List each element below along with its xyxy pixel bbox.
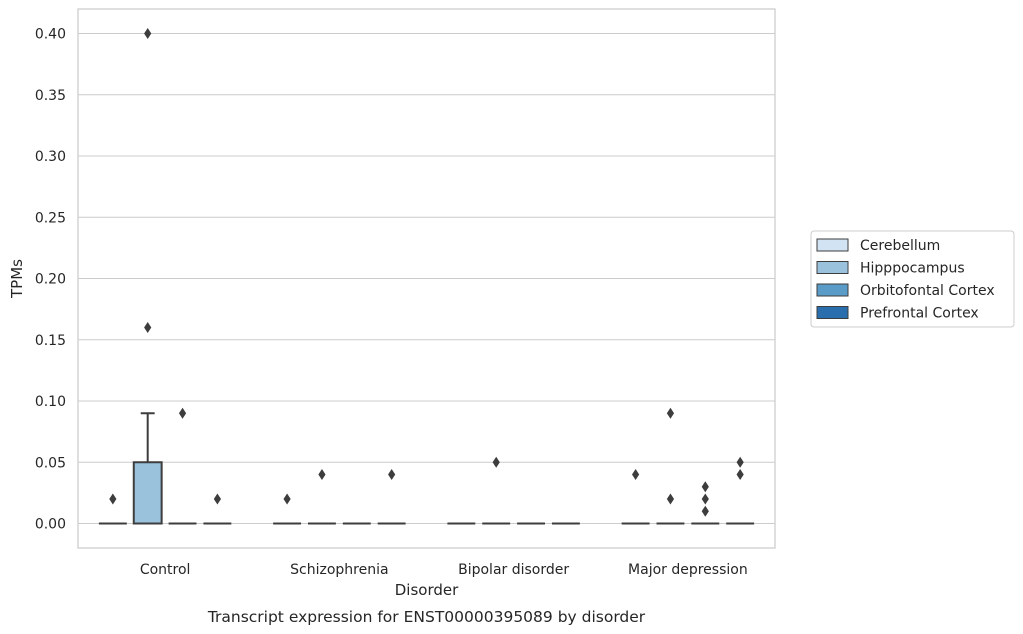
- box-1-0: [273, 493, 302, 525]
- box-0-3: [203, 493, 232, 525]
- box-layer: [98, 28, 755, 525]
- legend-swatch: [816, 261, 849, 274]
- y-axis-label: TPMs: [8, 259, 26, 299]
- legend: Cerebellum Hipppocampus Orbitofontal Corte…: [810, 230, 1015, 328]
- outlier-point: [701, 505, 709, 517]
- box-0-2: [168, 407, 197, 525]
- x-tick-label: Major depression: [628, 562, 748, 578]
- legend-swatch: [816, 283, 849, 297]
- y-tick-label: 0.20: [35, 272, 66, 288]
- y-tick-label: 0.30: [35, 149, 66, 165]
- legend-frame: [810, 230, 1015, 328]
- outlier-point: [736, 469, 744, 480]
- legend-label: Prefrontal Cortex: [860, 306, 979, 322]
- box-body: [132, 461, 163, 525]
- outlier-point: [736, 456, 744, 468]
- box-0-1: [132, 28, 163, 525]
- y-tick-label: 0.15: [35, 333, 66, 349]
- legend-swatch: [816, 238, 849, 252]
- plot-frame: [77, 8, 776, 549]
- outlier-point: [492, 456, 500, 468]
- outlier-point: [701, 493, 709, 505]
- outlier-point: [213, 493, 221, 505]
- box-1-1: [308, 469, 336, 525]
- y-tick-label: 0.40: [35, 27, 66, 43]
- y-tick-label: 0.00: [35, 517, 66, 533]
- y-tick-label: 0.25: [35, 210, 66, 226]
- x-tick-label: Schizophrenia: [290, 562, 388, 578]
- outlier-point: [666, 407, 675, 419]
- tick-layer: 0.00 0.05 0.10 0.15 0.20 0.25 0.30 0.35 0.40 Cont…: [35, 27, 748, 579]
- x-tick-label: Bipolar disorder: [458, 562, 569, 578]
- box-3-2: [691, 481, 720, 525]
- legend-label: Hipppocampus: [860, 261, 965, 277]
- legend-label: Cerebellum: [860, 238, 940, 254]
- y-tick-label: 0.10: [35, 394, 66, 410]
- outlier-point: [178, 407, 187, 419]
- outlier-point: [144, 322, 152, 333]
- box-0-0: [98, 493, 127, 525]
- y-tick-label: 0.35: [35, 88, 66, 104]
- outlier-point: [283, 493, 291, 505]
- box-3-3: [726, 456, 755, 525]
- outlier-point: [109, 493, 117, 505]
- box-1-3: [377, 469, 406, 525]
- outlier-point: [632, 469, 640, 480]
- x-axis-label: Disorder: [395, 581, 459, 599]
- box-3-1: [656, 407, 685, 525]
- outlier-point: [701, 481, 709, 493]
- outlier-point: [144, 28, 152, 39]
- box-3-0: [621, 469, 650, 525]
- box-2-1: [482, 456, 511, 525]
- legend-swatch: [816, 306, 849, 319]
- chart-caption: Transcript expression for ENST0000039508…: [207, 608, 646, 626]
- y-tick-label: 0.05: [35, 455, 66, 471]
- outlier-point: [388, 469, 396, 480]
- legend-label: Orbitofontal Cortex: [860, 283, 995, 299]
- x-tick-label: Control: [140, 562, 191, 578]
- outlier-point: [666, 493, 675, 505]
- outlier-point: [318, 469, 326, 480]
